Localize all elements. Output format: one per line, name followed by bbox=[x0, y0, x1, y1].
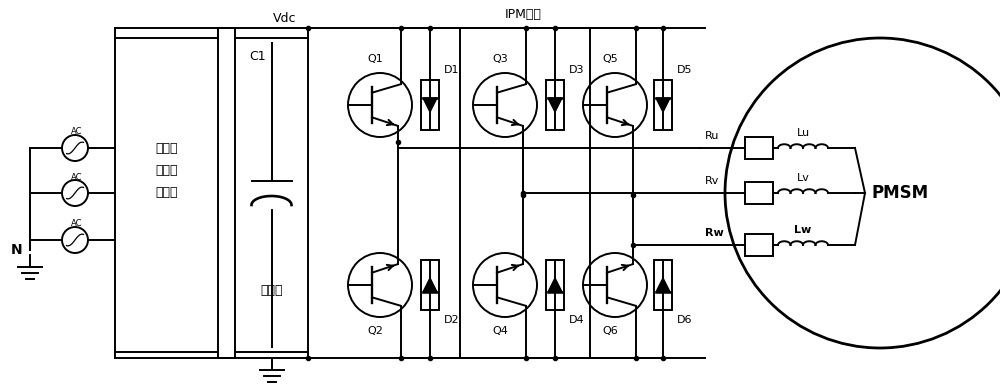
Text: IPM模块: IPM模块 bbox=[505, 9, 542, 22]
Polygon shape bbox=[423, 98, 437, 112]
Text: Q4: Q4 bbox=[492, 326, 508, 336]
Text: 不可控: 不可控 bbox=[155, 142, 178, 154]
Text: N: N bbox=[10, 243, 22, 257]
Text: Rv: Rv bbox=[705, 176, 719, 186]
Text: AC: AC bbox=[71, 173, 83, 182]
Text: D2: D2 bbox=[444, 315, 460, 325]
Text: Lv: Lv bbox=[797, 173, 809, 183]
Polygon shape bbox=[423, 278, 437, 292]
Text: D4: D4 bbox=[569, 315, 585, 325]
Text: Q3: Q3 bbox=[492, 54, 508, 64]
Bar bbox=[745, 137, 773, 159]
Text: AC: AC bbox=[71, 219, 83, 228]
Text: Vdc: Vdc bbox=[273, 12, 297, 24]
Text: Q2: Q2 bbox=[367, 326, 383, 336]
Text: AC: AC bbox=[71, 127, 83, 137]
Text: C1: C1 bbox=[249, 50, 266, 62]
Text: 整流器: 整流器 bbox=[155, 185, 178, 199]
Bar bbox=[654, 80, 672, 130]
Text: Q6: Q6 bbox=[602, 326, 618, 336]
Polygon shape bbox=[656, 98, 670, 112]
Text: D6: D6 bbox=[677, 315, 692, 325]
Text: Lw: Lw bbox=[794, 225, 812, 235]
Text: D5: D5 bbox=[677, 65, 692, 75]
Bar bbox=[115, 38, 218, 352]
Bar bbox=[745, 182, 773, 204]
Bar bbox=[546, 80, 564, 130]
Text: 整流器: 整流器 bbox=[155, 163, 178, 176]
Bar bbox=[546, 260, 564, 310]
Text: PMSM: PMSM bbox=[871, 184, 929, 202]
Bar bbox=[421, 80, 439, 130]
Text: Ru: Ru bbox=[705, 131, 719, 141]
Text: D1: D1 bbox=[444, 65, 460, 75]
Polygon shape bbox=[548, 98, 562, 112]
Polygon shape bbox=[656, 278, 670, 292]
Text: Q1: Q1 bbox=[367, 54, 383, 64]
Text: D3: D3 bbox=[569, 65, 584, 75]
Text: 电容组: 电容组 bbox=[260, 284, 283, 296]
Text: Rw: Rw bbox=[705, 228, 724, 238]
Bar bbox=[745, 234, 773, 256]
Bar bbox=[421, 260, 439, 310]
Polygon shape bbox=[548, 278, 562, 292]
Text: Lu: Lu bbox=[796, 128, 810, 138]
Bar bbox=[654, 260, 672, 310]
Text: Q5: Q5 bbox=[602, 54, 618, 64]
Bar bbox=[235, 38, 308, 352]
